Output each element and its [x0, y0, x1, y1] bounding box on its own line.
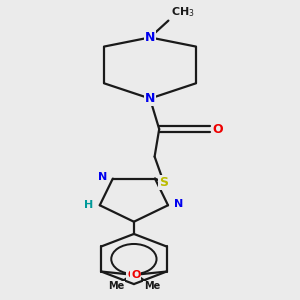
Text: S: S [159, 176, 168, 189]
Text: N: N [98, 172, 107, 182]
Text: CH$_3$: CH$_3$ [171, 5, 194, 19]
Text: N: N [145, 92, 155, 105]
Text: O: O [131, 270, 140, 280]
Text: N: N [145, 31, 155, 44]
Text: O: O [128, 270, 137, 280]
Text: Me: Me [144, 281, 160, 291]
Text: H: H [84, 200, 93, 210]
Text: Me: Me [108, 281, 124, 291]
Text: O: O [213, 123, 224, 136]
Text: N: N [173, 199, 183, 209]
